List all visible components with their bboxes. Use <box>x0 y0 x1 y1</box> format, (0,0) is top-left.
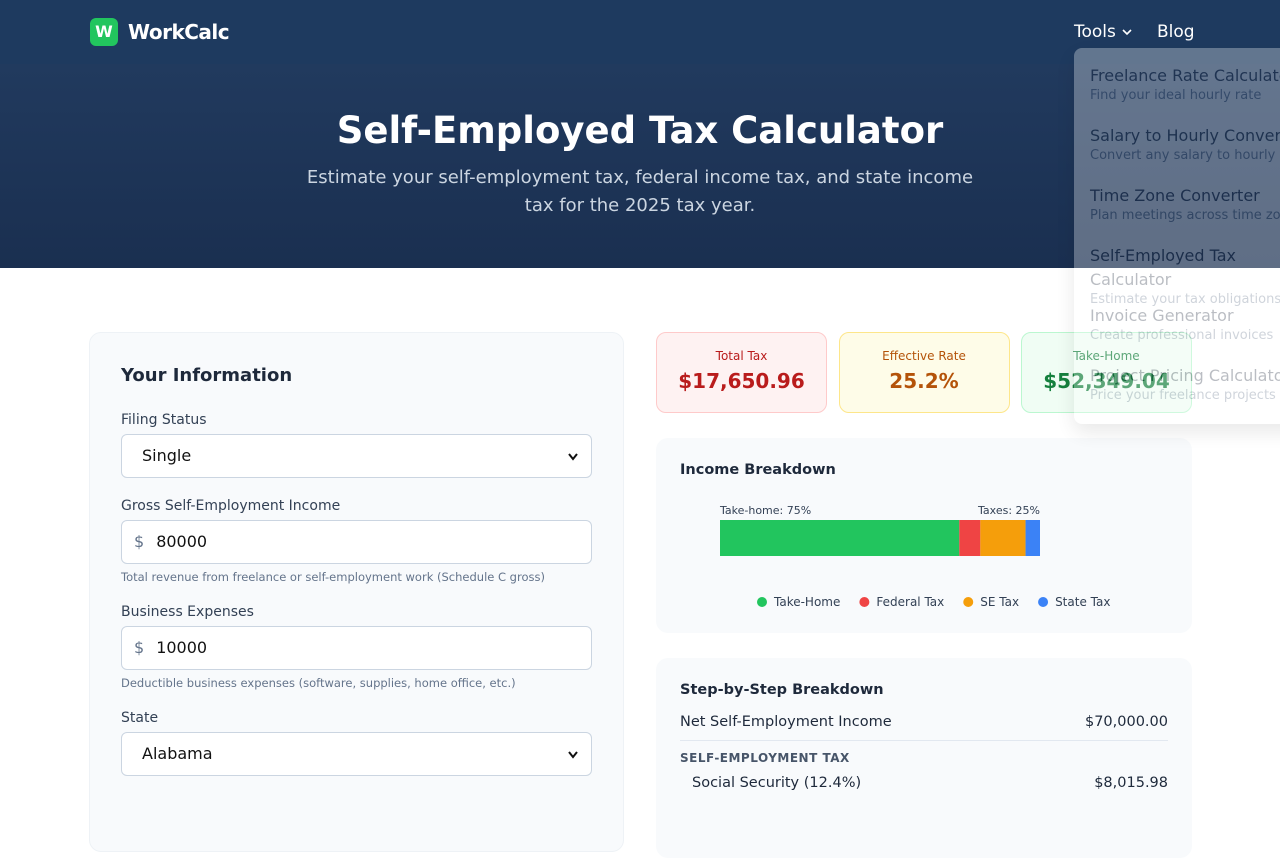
field-label: State <box>121 710 159 726</box>
nav-link[interactable]: Blog <box>1157 22 1195 42</box>
menu-item[interactable]: Time Zone Converter Plan meetings across … <box>1090 184 1280 244</box>
field-hint: Deductible business expenses (software, … <box>121 676 516 690</box>
hero: Self-Employed Tax Calculator Estimate yo… <box>0 64 1280 268</box>
step-value: $8,015.98 <box>1094 775 1168 791</box>
card-label: Effective Rate <box>882 349 966 363</box>
field-hint: Total revenue from freelance or self-emp… <box>121 570 545 584</box>
form-panel: Your Information Filing Status Single Gros… <box>89 332 624 852</box>
menu-item-desc: Find your ideal hourly rate <box>1090 88 1262 103</box>
menu-item-desc: Convert any salary to hourly <box>1090 148 1276 163</box>
breakdown-title: Income Breakdown <box>680 462 836 478</box>
tools-menu: Freelance Rate Calculator Find your ideal… <box>1074 48 1280 424</box>
card-label: Take-Home <box>1073 349 1140 363</box>
bar-segment <box>1025 520 1040 556</box>
bar-label: Taxes: 25% <box>977 504 1040 517</box>
step-value: $70,000.00 <box>1084 714 1168 730</box>
step-row: Net Self-Employment Income $70,000.00 <box>680 704 1168 741</box>
menu-item-desc: Estimate your tax obligations <box>1090 292 1280 307</box>
step-row: Social Security (12.4%) $8,015.98 <box>680 765 1168 801</box>
input-value: Alabama <box>142 744 213 763</box>
field-label: Gross Self-Employment Income <box>121 498 341 514</box>
income-breakdown: Income Breakdown Take-home: 75% Taxes: 25… <box>656 438 1192 633</box>
legend-label: Federal Tax <box>876 595 944 609</box>
hero-title: Self-Employed Tax Calculator <box>336 109 944 152</box>
legend-label: SE Tax <box>980 595 1019 609</box>
select[interactable]: Alabama <box>121 732 592 776</box>
legend-label: State Tax <box>1055 595 1110 609</box>
menu-item-desc: Create professional invoices <box>1090 328 1274 343</box>
step-section: SELF-EMPLOYMENT TAX <box>680 751 850 765</box>
fields: Filing Status Single Gross Self-Employment… <box>121 412 592 776</box>
field: Filing Status Single <box>121 412 592 478</box>
legend-swatch <box>859 597 870 607</box>
field-label: Filing Status <box>121 412 207 428</box>
menu-item-title: Salary to Hourly Converter <box>1090 126 1280 145</box>
steps-list: Net Self-Employment Income $70,000.00 SELF… <box>680 704 1168 801</box>
menu-item[interactable]: Freelance Rate Calculator Find your ideal… <box>1090 64 1280 124</box>
steps-title: Step-by-Step Breakdown <box>680 682 884 698</box>
logo[interactable]: W <box>90 18 118 46</box>
step-label: Net Self-Employment Income <box>680 714 892 730</box>
nav-link[interactable]: Tools <box>1074 20 1133 44</box>
menu-item[interactable]: Self-Employed Tax Calculator Estimate you… <box>1090 244 1280 307</box>
summary-card: Total Tax $17,650.96 <box>656 332 827 413</box>
menu-item-title: Self-Employed Tax Calculator <box>1090 246 1237 289</box>
menu-item[interactable]: Project Pricing Calculator Price your fre… <box>1090 364 1280 424</box>
summary-card: Take-Home $52,349.04 <box>1021 332 1192 413</box>
bar-label: Take-home: 75% <box>719 504 811 517</box>
card-value: 25.2% <box>889 369 959 393</box>
menu-item-title: Freelance Rate Calculator <box>1090 66 1280 85</box>
field: Gross Self-Employment Income $80000 Total … <box>121 498 592 584</box>
select[interactable]: Single <box>121 434 592 478</box>
chevron <box>1122 29 1132 36</box>
legend-swatch <box>1038 597 1049 607</box>
header: W WorkCalc Tools Blog <box>0 0 1280 64</box>
bar-segment <box>959 520 981 556</box>
step-label: Social Security (12.4%) <box>692 775 862 791</box>
text-input[interactable]: $10000 <box>121 626 592 670</box>
nav-text: Tools <box>1074 22 1116 42</box>
select-arrow <box>568 453 578 461</box>
card-label: Total Tax <box>715 349 768 363</box>
card-value: $52,349.04 <box>1043 369 1170 393</box>
field: Business Expenses $10000 Deductible busine… <box>121 604 592 690</box>
text-input[interactable]: $80000 <box>121 520 592 564</box>
menu-item[interactable]: Invoice Generator Create professional inv… <box>1090 304 1280 364</box>
menu-item[interactable]: Salary to Hourly Converter Convert any sa… <box>1090 124 1280 184</box>
field: State Alabama <box>121 710 592 776</box>
hero-subtitle: Estimate your self-employment tax, feder… <box>306 167 974 216</box>
bar-segment <box>980 520 1026 556</box>
field-label: Business Expenses <box>121 604 254 620</box>
input-value: 80000 <box>156 532 208 551</box>
breakdown-chart: Take-home: 75% Taxes: 25% Take-Home Federal… <box>719 504 1110 609</box>
legend-swatch <box>963 597 974 607</box>
input-value: Single <box>142 446 192 465</box>
input-value: 10000 <box>156 638 208 657</box>
menu-item-desc: Plan meetings across time zones <box>1090 208 1280 223</box>
legend-label: Take-Home <box>773 595 840 609</box>
input-prefix: $ <box>134 532 145 551</box>
summary-card: Effective Rate 25.2% <box>838 332 1010 413</box>
menu-item-title: Project Pricing Calculator <box>1090 366 1280 385</box>
form-title: Your Information <box>121 365 293 386</box>
card-value: $17,650.96 <box>678 369 805 393</box>
menu-item-title: Invoice Generator <box>1090 306 1234 325</box>
brand[interactable]: WorkCalc <box>128 20 230 44</box>
menu-item-desc: Price your freelance projects <box>1090 388 1276 403</box>
bar-segment <box>720 520 960 556</box>
input-prefix: $ <box>134 638 145 657</box>
menu-item-title: Time Zone Converter <box>1090 186 1260 205</box>
select-arrow <box>568 751 578 759</box>
steps: Step-by-Step Breakdown Net Self-Employme… <box>656 658 1192 858</box>
legend-swatch <box>757 597 767 607</box>
